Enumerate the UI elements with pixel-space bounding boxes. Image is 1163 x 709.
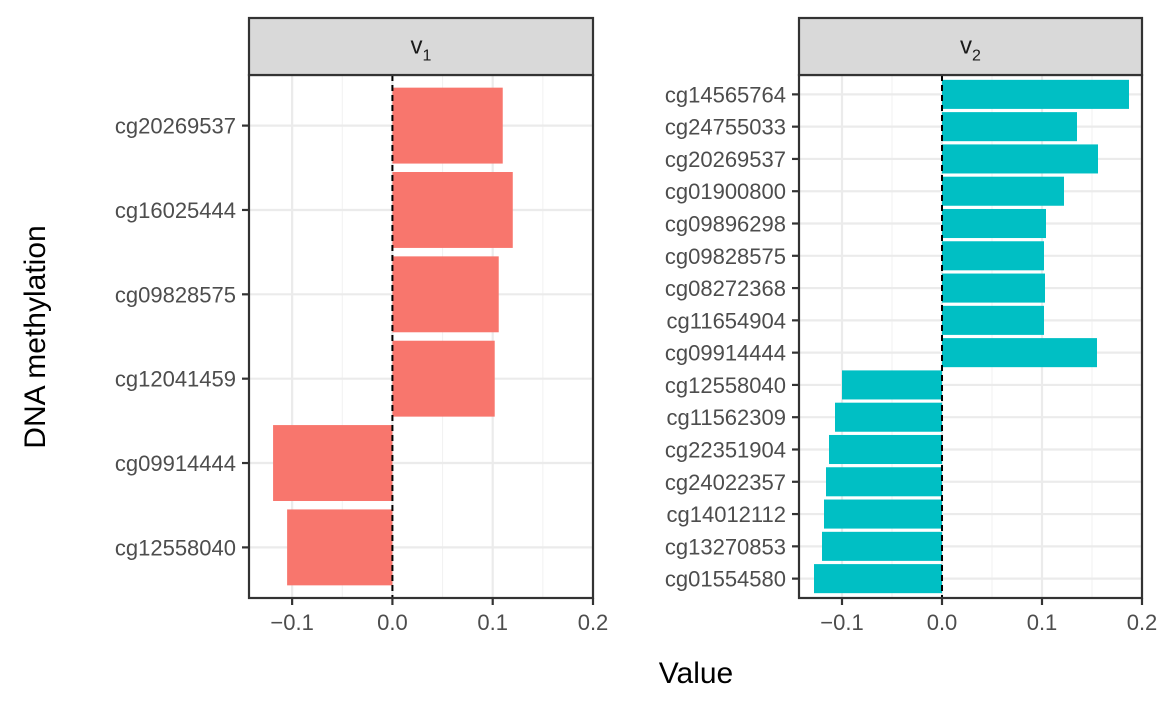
y-tick-label: cg22351904 [665, 437, 786, 462]
y-tick-label: cg12558040 [665, 373, 786, 398]
x-tick-label: −0.1 [820, 610, 863, 635]
y-tick-label: cg09914444 [115, 451, 236, 476]
bar-cg09914444 [273, 425, 393, 501]
bar-cg09828575 [942, 241, 1044, 271]
strip-label-subscript: 1 [423, 48, 432, 65]
facet-strip-label: v1 [411, 33, 432, 65]
bar-cg12558040 [842, 370, 942, 400]
bar-cg14565764 [942, 79, 1129, 109]
y-tick-label: cg12041459 [115, 367, 236, 392]
bar-cg14012112 [824, 499, 942, 529]
bar-cg22351904 [829, 434, 942, 465]
bar-cg20269537 [392, 87, 503, 164]
bar-cg12558040 [287, 509, 393, 586]
y-tick-label: cg14012112 [667, 502, 787, 527]
y-tick-label: cg12558040 [115, 535, 236, 560]
bar-cg08272368 [942, 273, 1045, 303]
strip-label-base: v [960, 33, 972, 60]
strip-label-subscript: 2 [972, 48, 981, 65]
x-tick-label: 0.1 [1027, 610, 1058, 635]
bar-cg01554580 [814, 564, 942, 594]
panel-2: v2 cg14565764 cg24755033 cg20269537 cg019008… [665, 16, 1158, 635]
bar-cg16025444 [392, 172, 513, 248]
bar-cg20269537 [942, 144, 1098, 174]
facet-strip [797, 16, 1144, 77]
y-tick-label: cg24022357 [665, 470, 786, 495]
bar-cg24022357 [826, 467, 942, 497]
panel-1: v1 cg20269537 cg16025444 cg09828575 cg120414… [115, 16, 609, 635]
y-tick-label: cg14565764 [665, 82, 786, 107]
y-tick-label: cg11654904 [667, 308, 787, 333]
y-tick-label: cg01554580 [665, 567, 786, 592]
x-axis-title: Value [659, 657, 734, 690]
y-axis-title: DNA methylation [19, 225, 52, 448]
facet-strip [247, 16, 595, 77]
bar-cg24755033 [942, 112, 1077, 142]
y-tick-label: cg13270853 [665, 534, 786, 559]
bar-cg11654904 [942, 305, 1044, 335]
y-tick-label: cg09914444 [665, 341, 786, 366]
y-tick-label: cg09828575 [665, 244, 786, 269]
y-tick-label: cg20269537 [115, 114, 236, 139]
x-tick-label: 0.0 [377, 610, 408, 635]
x-tick-label: 0.0 [927, 610, 958, 635]
bar-cg01900800 [942, 176, 1064, 206]
x-tick-label: 0.2 [578, 610, 609, 635]
y-tick-label: cg20269537 [665, 147, 786, 172]
bar-cg09896298 [942, 208, 1046, 239]
y-tick-label: cg08272368 [665, 276, 786, 301]
y-tick-label: cg09828575 [115, 282, 236, 307]
bar-cg11562309 [835, 402, 942, 432]
y-tick-label: cg24755033 [665, 115, 786, 140]
bar-cg12041459 [392, 340, 495, 417]
y-tick-label: cg01900800 [665, 179, 786, 204]
strip-label-base: v [411, 33, 423, 60]
y-tick-label: cg16025444 [115, 198, 236, 223]
x-tick-label: 0.2 [1127, 610, 1158, 635]
y-tick-label: cg11562309 [667, 405, 787, 430]
y-tick-label: cg09896298 [665, 212, 786, 237]
facet-strip-label: v2 [960, 33, 981, 65]
x-tick-label: −0.1 [270, 610, 313, 635]
bar-cg09828575 [392, 256, 499, 333]
x-tick-label: 0.1 [477, 610, 508, 635]
bar-cg09914444 [942, 338, 1097, 368]
bar-cg13270853 [822, 531, 942, 561]
